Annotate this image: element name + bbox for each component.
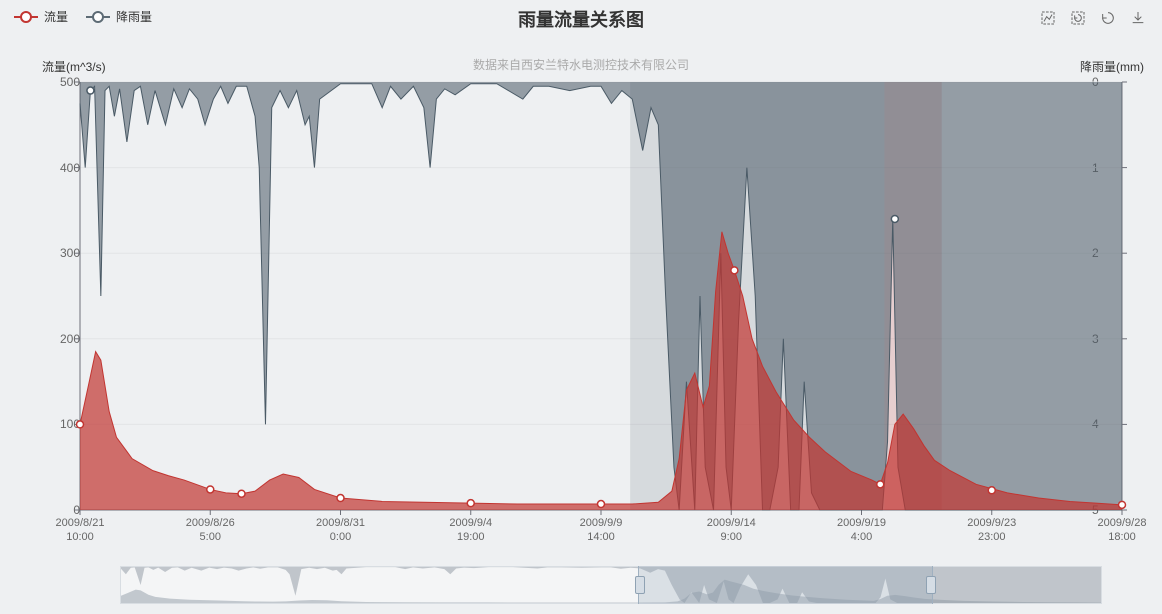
plot-svg [80, 82, 1122, 510]
plot-area[interactable] [80, 82, 1122, 510]
area-zoom-icon [1040, 10, 1056, 26]
zoom-handle-left[interactable] [635, 576, 645, 594]
y-axis-right-title: 降雨量(mm) [1080, 58, 1144, 75]
y-left-tick: 0 [30, 503, 80, 517]
toolbox-area-zoom[interactable] [1038, 8, 1058, 28]
legend: 流量 降雨量 [14, 8, 152, 25]
chart-title: 雨量流量关系图 [0, 6, 1162, 32]
legend-marker-flow-icon [14, 12, 38, 22]
x-tick: 2009/9/19 4:00 [837, 516, 886, 545]
x-tick: 2009/9/9 14:00 [580, 516, 623, 545]
legend-label-rain: 降雨量 [116, 8, 152, 25]
x-tick: 2009/9/28 18:00 [1098, 516, 1147, 545]
zoom-reset-icon [1070, 10, 1086, 26]
zoom-window[interactable] [638, 566, 933, 604]
x-tick: 2009/8/26 5:00 [186, 516, 235, 545]
y-left-tick: 300 [30, 246, 80, 260]
y-axis-left-ticks: 0100200300400500 [30, 82, 80, 510]
x-tick: 2009/9/23 23:00 [967, 516, 1016, 545]
y-left-tick: 500 [30, 75, 80, 89]
toolbox-zoom-reset[interactable] [1068, 8, 1088, 28]
x-tick: 2009/8/31 0:00 [316, 516, 365, 545]
restore-icon [1100, 10, 1116, 26]
data-zoom[interactable] [120, 566, 1102, 604]
legend-item-rain[interactable]: 降雨量 [86, 8, 152, 25]
toolbox-restore[interactable] [1098, 8, 1118, 28]
legend-marker-rain-icon [86, 12, 110, 22]
chart-subtitle: 数据来自西安兰特水电测控技术有限公司 [0, 56, 1162, 73]
chart-container: 雨量流量关系图 数据来自西安兰特水电测控技术有限公司 流量 降雨量 流量(m^3… [0, 0, 1162, 614]
y-left-tick: 400 [30, 161, 80, 175]
y-left-tick: 200 [30, 332, 80, 346]
zoom-handle-right[interactable] [926, 576, 936, 594]
x-axis-ticks: 2009/8/21 10:002009/8/26 5:002009/8/31 0… [80, 516, 1122, 546]
y-axis-left-title: 流量(m^3/s) [42, 58, 106, 75]
x-tick: 2009/9/4 19:00 [449, 516, 492, 545]
x-tick: 2009/9/14 9:00 [707, 516, 756, 545]
legend-label-flow: 流量 [44, 8, 68, 25]
download-icon [1130, 10, 1146, 26]
x-tick: 2009/8/21 10:00 [56, 516, 105, 545]
legend-item-flow[interactable]: 流量 [14, 8, 68, 25]
zoom-mini-chart [121, 567, 1101, 603]
toolbox [1038, 8, 1148, 28]
y-left-tick: 100 [30, 417, 80, 431]
toolbox-save-image[interactable] [1128, 8, 1148, 28]
